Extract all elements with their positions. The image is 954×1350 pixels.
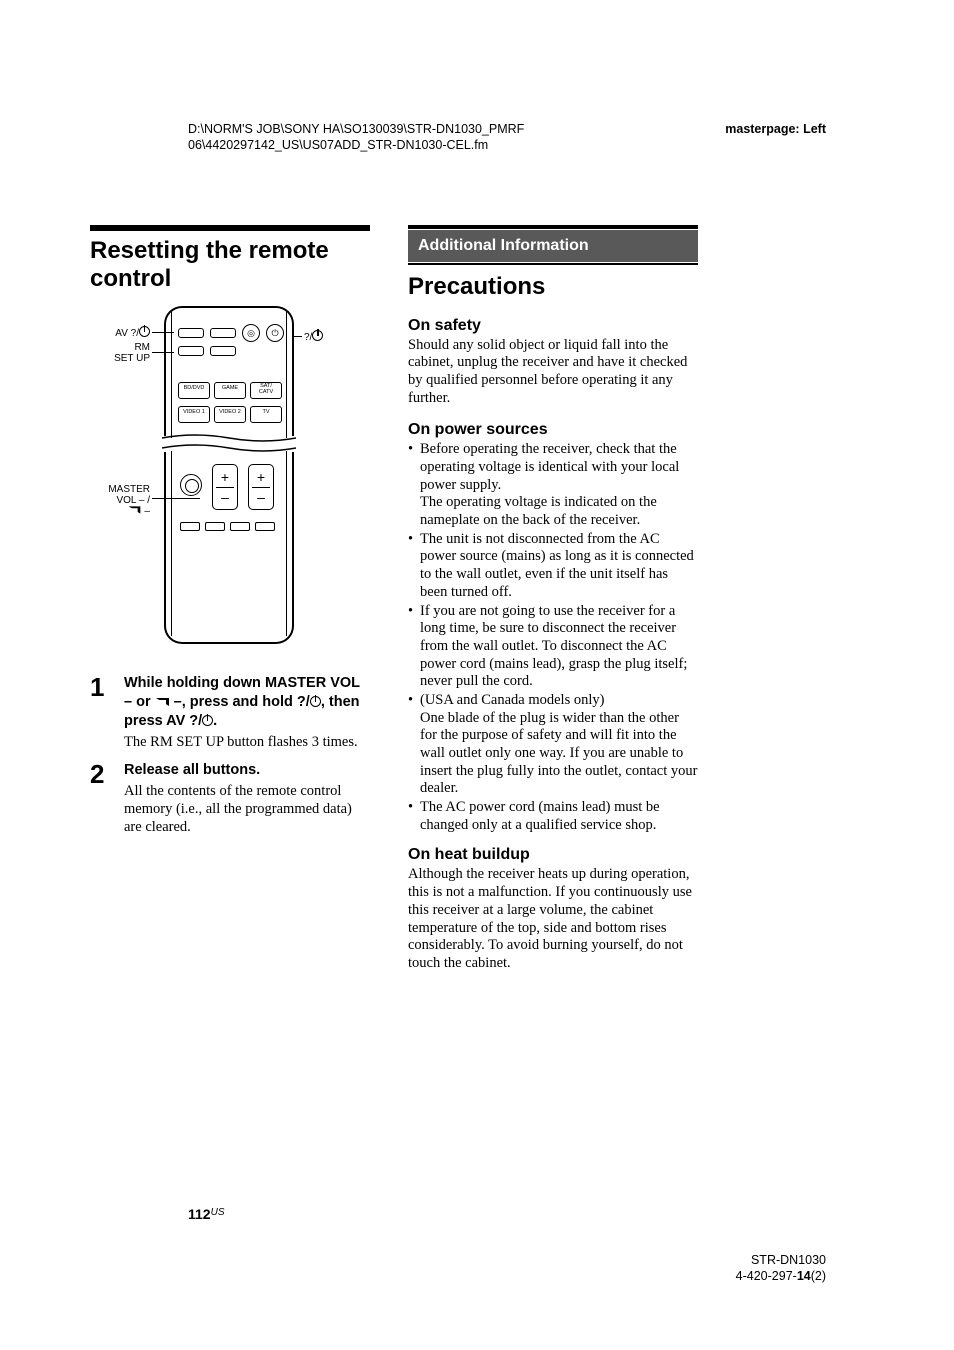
remote-btn — [210, 346, 236, 356]
remote-btn — [230, 522, 250, 531]
label-master-vol: MASTER VOL – / – — [92, 484, 150, 517]
label-rm-setup: RM SET UP — [96, 342, 150, 364]
power-icon — [312, 330, 323, 341]
remote-row-inputs2: VIDEO 1 VIDEO 2 TV — [178, 406, 282, 423]
remote-row2 — [178, 346, 236, 356]
step-body: Release all buttons. All the contents of… — [124, 761, 370, 836]
volume-down-icon — [128, 507, 140, 514]
power-icon — [310, 696, 321, 707]
remote-btn — [178, 328, 204, 338]
page-number: 112US — [188, 1206, 225, 1222]
right-section-title: Precautions — [408, 273, 698, 301]
list-item: The AC power cord (mains lead) must be c… — [408, 799, 698, 834]
remote-btn-video1: VIDEO 1 — [178, 406, 210, 423]
para-safety: Should any solid object or liquid fall i… — [408, 337, 698, 408]
right-column: Additional Information Precautions On sa… — [408, 225, 698, 987]
power-bullet-list: Before operating the receiver, check tha… — [408, 441, 698, 834]
label-av-power: AV ?/ — [96, 326, 150, 339]
page: D:\NORM'S JOB\SONY HA\SO130039\STR-DN103… — [0, 0, 954, 1350]
step-heading: While holding down MASTER VOL – or –, pr… — [124, 674, 370, 731]
header-path-line2: 06\4420297142_US\US07ADD_STR-DN1030-CEL.… — [188, 138, 488, 152]
step-number: 1 — [90, 674, 112, 751]
remote-btn-video2: VIDEO 2 — [214, 406, 246, 423]
remote-row-inputs1: BD/DVD GAME SAT/ CATV — [178, 382, 282, 399]
list-item: (USA and Canada models only) One blade o… — [408, 692, 698, 798]
band-label: Additional Information — [408, 230, 698, 262]
header-masterpage: masterpage: Left — [725, 122, 826, 136]
left-section-title: Resetting the remote control — [90, 237, 370, 292]
footer-model: STR-DN1030 — [751, 1253, 826, 1267]
remote-btn-sat: SAT/ CATV — [250, 382, 282, 399]
step-text: The RM SET UP button flashes 3 times. — [124, 733, 370, 751]
header-path-line1: D:\NORM'S JOB\SONY HA\SO130039\STR-DN103… — [188, 122, 524, 136]
step-1: 1 While holding down MASTER VOL – or –, … — [90, 674, 370, 751]
list-item: Before operating the receiver, check tha… — [408, 441, 698, 529]
rocker-divider — [216, 487, 234, 488]
rocker-divider — [252, 487, 270, 488]
remote-btn-tv: TV — [250, 406, 282, 423]
power-icon — [202, 715, 213, 726]
remote-diagram: AV ?/ RM SET UP ?/ MASTER VOL – / – — [96, 306, 356, 646]
minus-icon: – — [257, 489, 265, 505]
plus-icon: + — [257, 469, 265, 485]
masterpage-value: Left — [803, 122, 826, 136]
remote-btn — [180, 522, 200, 531]
section-band: Additional Information — [408, 225, 698, 265]
power-icon — [139, 326, 150, 337]
page-region: US — [211, 1207, 225, 1218]
remote-btn — [178, 346, 204, 356]
remote-btn — [255, 522, 275, 531]
masterpage-label: masterpage: — [725, 122, 799, 136]
remote-btn-game: GAME — [214, 382, 246, 399]
subheading-safety: On safety — [408, 317, 698, 335]
content-columns: Resetting the remote control AV ?/ RM SE… — [90, 225, 864, 987]
header-filepath: D:\NORM'S JOB\SONY HA\SO130039\STR-DN103… — [188, 122, 524, 153]
para-heat: Although the receiver heats up during op… — [408, 866, 698, 972]
remote-btn — [205, 522, 225, 531]
remote-vol-rocker: + – — [212, 464, 238, 510]
left-column: Resetting the remote control AV ?/ RM SE… — [90, 225, 370, 987]
subheading-power: On power sources — [408, 421, 698, 439]
remote-top-row — [178, 328, 236, 338]
remote-ch-rocker: + – — [248, 464, 274, 510]
step-number: 2 — [90, 761, 112, 836]
list-item: The unit is not disconnected from the AC… — [408, 531, 698, 602]
subheading-heat: On heat buildup — [408, 846, 698, 864]
wavy-break-top — [162, 434, 296, 442]
minus-icon: – — [221, 489, 229, 505]
list-item: If you are not going to use the receiver… — [408, 603, 698, 691]
step-body: While holding down MASTER VOL – or –, pr… — [124, 674, 370, 751]
step-heading: Release all buttons. — [124, 761, 370, 780]
plus-icon: + — [221, 469, 229, 485]
step-2: 2 Release all buttons. All the contents … — [90, 761, 370, 836]
label-power: ?/ — [304, 330, 344, 343]
remote-bottom-strip — [180, 522, 275, 531]
remote-btn-bddvd: BD/DVD — [178, 382, 210, 399]
volume-down-icon — [156, 698, 169, 706]
step-text: All the contents of the remote control m… — [124, 782, 370, 836]
remote-btn — [210, 328, 236, 338]
remote-body: ◎ ⏻ BD/DVD GAME SAT/ CATV VIDEO 1 VI — [164, 306, 294, 646]
footer-doc-id: STR-DN1030 4-420-297-14(2) — [736, 1252, 826, 1285]
rule-thick — [90, 225, 370, 231]
